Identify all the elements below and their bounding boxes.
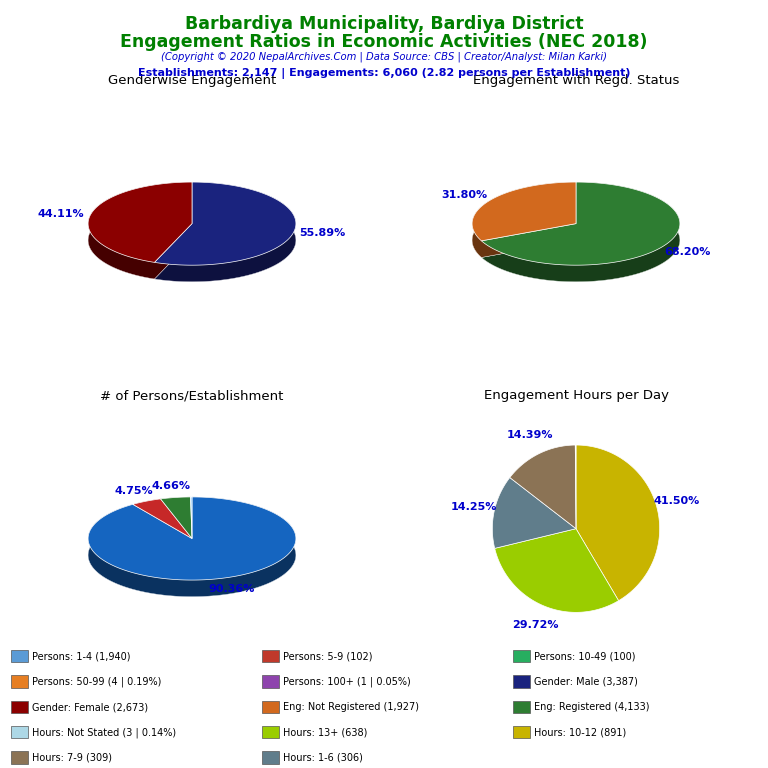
Polygon shape — [482, 182, 680, 265]
Text: Barbardiya Municipality, Bardiya District: Barbardiya Municipality, Bardiya Distric… — [184, 15, 584, 33]
Polygon shape — [133, 499, 161, 521]
Polygon shape — [492, 478, 576, 548]
Polygon shape — [161, 514, 192, 555]
Polygon shape — [510, 445, 576, 528]
Polygon shape — [190, 497, 192, 514]
Title: Engagement Hours per Day: Engagement Hours per Day — [484, 389, 668, 402]
Text: (Copyright © 2020 NepalArchives.Com | Data Source: CBS | Creator/Analyst: Milan : (Copyright © 2020 NepalArchives.Com | Da… — [161, 51, 607, 62]
Text: 31.80%: 31.80% — [441, 190, 487, 200]
Polygon shape — [133, 499, 192, 538]
Polygon shape — [88, 199, 192, 279]
Bar — [513, 700, 530, 713]
Text: 4.66%: 4.66% — [151, 481, 190, 491]
Text: Gender: Male (3,387): Gender: Male (3,387) — [534, 677, 637, 687]
Bar — [12, 751, 28, 763]
Polygon shape — [88, 497, 296, 580]
Text: Persons: 1-4 (1,940): Persons: 1-4 (1,940) — [31, 651, 131, 661]
Polygon shape — [88, 497, 296, 597]
Text: Persons: 10-49 (100): Persons: 10-49 (100) — [534, 651, 635, 661]
Polygon shape — [495, 528, 618, 612]
Bar — [12, 726, 28, 738]
Text: Hours: 1-6 (306): Hours: 1-6 (306) — [283, 753, 362, 763]
Bar — [513, 675, 530, 687]
Text: 68.20%: 68.20% — [664, 247, 711, 257]
Text: Gender: Female (2,673): Gender: Female (2,673) — [31, 702, 148, 712]
Polygon shape — [88, 182, 192, 263]
Bar — [263, 726, 279, 738]
Bar — [263, 700, 279, 713]
Polygon shape — [88, 182, 192, 279]
Polygon shape — [154, 182, 296, 282]
Text: 14.39%: 14.39% — [506, 430, 553, 440]
Bar — [263, 751, 279, 763]
Title: # of Persons/Establishment: # of Persons/Establishment — [101, 389, 283, 402]
Polygon shape — [154, 199, 296, 282]
Text: Engagement Ratios in Economic Activities (NEC 2018): Engagement Ratios in Economic Activities… — [121, 33, 647, 51]
Text: 90.36%: 90.36% — [208, 584, 255, 594]
Bar — [12, 650, 28, 662]
Text: 29.72%: 29.72% — [512, 620, 558, 630]
Text: 55.89%: 55.89% — [300, 228, 346, 238]
Polygon shape — [576, 445, 660, 601]
Title: Engagement with Regd. Status: Engagement with Regd. Status — [473, 74, 679, 88]
Title: Genderwise Engagement: Genderwise Engagement — [108, 74, 276, 88]
Bar — [12, 700, 28, 713]
Bar — [12, 675, 28, 687]
Polygon shape — [472, 182, 576, 241]
Bar — [513, 650, 530, 662]
Bar — [263, 650, 279, 662]
Polygon shape — [154, 182, 296, 265]
Polygon shape — [472, 182, 576, 257]
Polygon shape — [161, 497, 190, 515]
Polygon shape — [133, 515, 192, 555]
Text: 14.25%: 14.25% — [451, 502, 497, 511]
Bar — [513, 726, 530, 738]
Polygon shape — [472, 199, 576, 257]
Text: 41.50%: 41.50% — [654, 496, 700, 506]
Text: Persons: 5-9 (102): Persons: 5-9 (102) — [283, 651, 372, 661]
Polygon shape — [190, 497, 192, 538]
Polygon shape — [88, 514, 296, 597]
Polygon shape — [161, 497, 192, 538]
Text: Hours: 13+ (638): Hours: 13+ (638) — [283, 727, 367, 737]
Polygon shape — [482, 182, 680, 282]
Text: Hours: Not Stated (3 | 0.14%): Hours: Not Stated (3 | 0.14%) — [31, 727, 176, 738]
Bar — [263, 675, 279, 687]
Text: Persons: 100+ (1 | 0.05%): Persons: 100+ (1 | 0.05%) — [283, 677, 410, 687]
Text: 44.11%: 44.11% — [38, 209, 84, 219]
Polygon shape — [190, 514, 192, 555]
Text: 4.75%: 4.75% — [114, 485, 153, 496]
Text: Hours: 7-9 (309): Hours: 7-9 (309) — [31, 753, 112, 763]
Text: Eng: Not Registered (1,927): Eng: Not Registered (1,927) — [283, 702, 419, 712]
Text: Hours: 10-12 (891): Hours: 10-12 (891) — [534, 727, 626, 737]
Text: Persons: 50-99 (4 | 0.19%): Persons: 50-99 (4 | 0.19%) — [31, 677, 161, 687]
Polygon shape — [482, 199, 680, 282]
Text: Establishments: 2,147 | Engagements: 6,060 (2.82 persons per Establishment): Establishments: 2,147 | Engagements: 6,0… — [137, 68, 631, 78]
Text: Eng: Registered (4,133): Eng: Registered (4,133) — [534, 702, 649, 712]
